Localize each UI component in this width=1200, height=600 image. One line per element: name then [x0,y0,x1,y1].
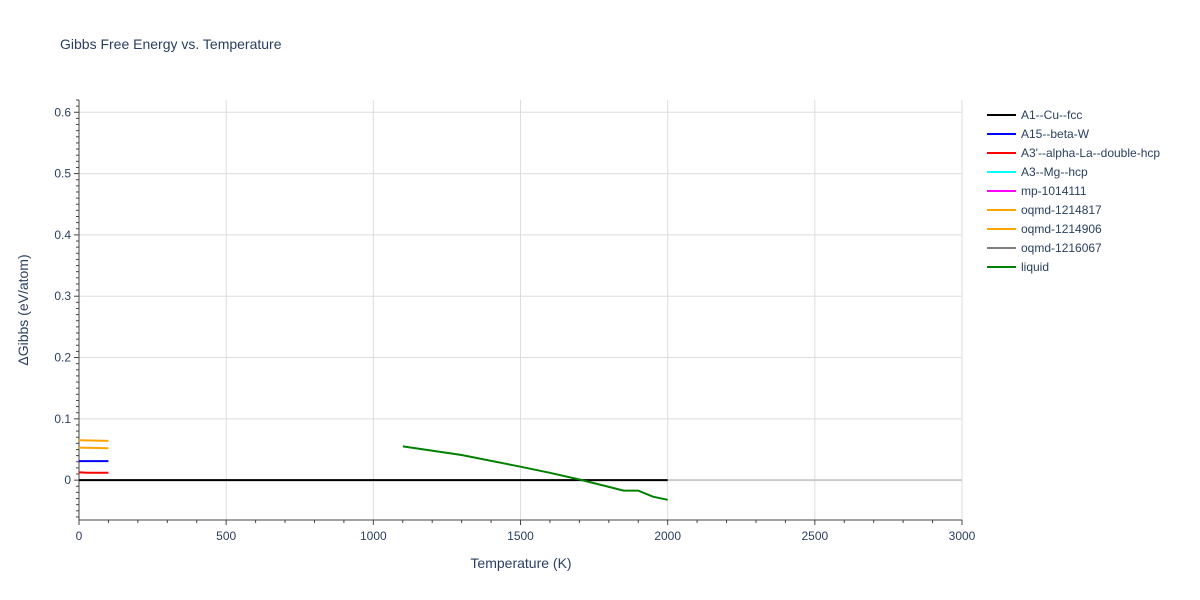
x-tick-label: 3000 [949,529,976,543]
y-tick-label: 0.4 [54,228,71,242]
y-tick-label: 0.6 [54,105,71,119]
legend-label: mp-1014111 [1021,184,1087,198]
legend-label: oqmd-1214817 [1021,203,1102,217]
y-axis-title: ΔGibbs (eV/atom) [15,254,31,365]
grid-layer [79,100,963,520]
x-tick-label: 2500 [801,529,828,543]
legend-label: A3'--alpha-La--double-hcp [1021,146,1160,160]
legend-label: oqmd-1214906 [1021,222,1102,236]
legend-item[interactable]: A1--Cu--fcc [987,108,1082,122]
series-layer [78,439,668,501]
legend-item[interactable]: mp-1014111 [987,184,1087,198]
legend-label: liquid [1021,260,1049,274]
legend-item[interactable]: A3'--alpha-La--double-hcp [987,146,1160,160]
series-line[interactable] [402,445,668,501]
legend-item[interactable]: oqmd-1216067 [987,241,1102,255]
y-tick-label: 0.1 [54,412,71,426]
series-line[interactable] [78,471,109,474]
legend[interactable]: A1--Cu--fcc A15--beta-W A3'--alpha-La--dou… [987,108,1160,274]
x-tick-label: 1500 [507,529,534,543]
x-tick-label: 1000 [360,529,387,543]
legend-item[interactable]: liquid [987,260,1049,274]
axes-layer: 0 500 1000 1500 2000 2500 3000 0 0.1 0.2 0.3 0.4 0.5… [54,99,976,543]
x-tick-label: 500 [216,529,236,543]
legend-item[interactable]: oqmd-1214817 [987,203,1102,217]
x-tick-label: 0 [76,529,83,543]
series-line[interactable] [78,446,109,450]
x-axis-title: Temperature (K) [470,555,571,571]
legend-item[interactable]: oqmd-1214906 [987,222,1102,236]
x-tick-label: 2000 [654,529,681,543]
legend-label: A15--beta-W [1021,127,1090,141]
legend-label: A3--Mg--hcp [1021,165,1088,179]
y-tick-label: 0 [64,473,71,487]
legend-label: A1--Cu--fcc [1021,108,1082,122]
series-line[interactable] [78,439,109,442]
chart-title: Gibbs Free Energy vs. Temperature [60,36,282,52]
y-tick-label: 0.3 [54,289,71,303]
legend-item[interactable]: A3--Mg--hcp [987,165,1088,179]
y-tick-label: 0.2 [54,351,71,365]
y-tick-label: 0.5 [54,167,71,181]
legend-label: oqmd-1216067 [1021,241,1102,255]
legend-item[interactable]: A15--beta-W [987,127,1090,141]
